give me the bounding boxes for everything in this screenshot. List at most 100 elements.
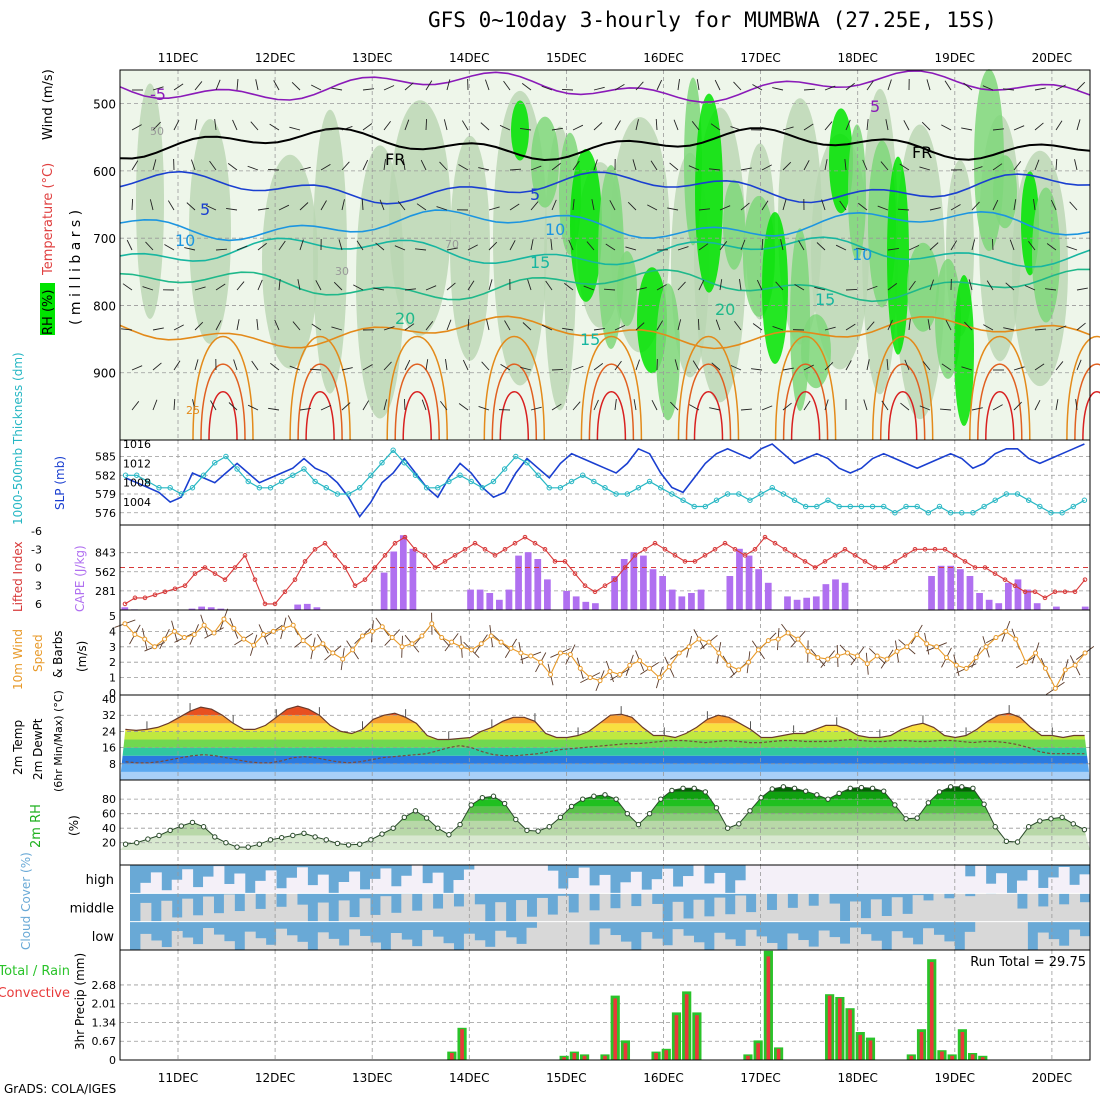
wind-barb bbox=[341, 199, 345, 211]
cape-bar bbox=[303, 603, 311, 610]
isotherm-line bbox=[119, 315, 1091, 350]
wind-barb bbox=[782, 161, 792, 171]
wind-barb bbox=[232, 119, 238, 131]
temp-tick-label: 40 bbox=[102, 693, 116, 706]
thickness-point bbox=[658, 485, 664, 491]
thickness-tick-label: 579 bbox=[95, 488, 116, 501]
convective-bar bbox=[684, 994, 689, 1060]
rh-point bbox=[825, 796, 831, 802]
cloud-block bbox=[150, 872, 162, 894]
wind-barb bbox=[971, 201, 980, 211]
cloud-block bbox=[578, 867, 590, 894]
cloud-block bbox=[411, 865, 423, 894]
wind-barb bbox=[257, 279, 263, 291]
warm-isotherm bbox=[1066, 336, 1100, 441]
warm-isotherm bbox=[685, 363, 732, 441]
wind-speed-point bbox=[548, 672, 554, 678]
li-point bbox=[472, 540, 478, 546]
thickness-point bbox=[368, 472, 374, 478]
contour-label: 15 bbox=[815, 290, 835, 309]
convective-bar bbox=[572, 1053, 577, 1060]
wind-barb bbox=[968, 279, 973, 291]
wind-speed-point bbox=[1052, 685, 1058, 691]
wind-barb bbox=[425, 285, 437, 291]
cloud-block bbox=[390, 912, 402, 922]
thickness-point bbox=[847, 503, 853, 510]
thickness-point bbox=[145, 478, 151, 485]
cloud-block bbox=[703, 883, 715, 894]
thickness-point bbox=[970, 510, 976, 516]
wind-barb bbox=[122, 283, 133, 291]
cape-bar bbox=[640, 555, 647, 610]
rh-moist bbox=[954, 275, 974, 427]
thickness-axis-label: 1000-500mb Thickness (dm) bbox=[11, 352, 25, 525]
wind-barb bbox=[274, 319, 280, 331]
cloud-block bbox=[693, 899, 705, 922]
wind-barb bbox=[164, 244, 175, 251]
rh-point bbox=[390, 825, 396, 831]
rh-tick-label: 60 bbox=[102, 808, 116, 821]
cloud-level-label: low bbox=[92, 930, 115, 945]
wind-barb bbox=[467, 244, 478, 251]
cloud-block bbox=[1079, 874, 1091, 894]
wind-barb bbox=[173, 398, 176, 411]
wind-barb bbox=[963, 82, 973, 91]
wind-barb bbox=[373, 287, 385, 291]
cloud-block bbox=[881, 865, 893, 894]
warm-isotherm bbox=[790, 391, 821, 441]
cloud-block bbox=[317, 932, 329, 950]
wind-barb bbox=[309, 368, 322, 371]
wind-barb bbox=[887, 79, 892, 91]
wind-barb bbox=[226, 208, 238, 211]
cloud-block bbox=[432, 872, 444, 894]
wind-barb bbox=[1034, 159, 1040, 171]
li-point bbox=[692, 559, 698, 564]
wind-speed-point bbox=[330, 650, 336, 656]
cape-bar bbox=[649, 569, 657, 610]
wind-barb bbox=[709, 168, 721, 171]
wind-barb bbox=[908, 244, 920, 251]
wind-speed-point bbox=[468, 647, 474, 653]
contour-label: FR bbox=[385, 150, 405, 169]
wind-barb bbox=[669, 162, 679, 171]
wind-barb bbox=[824, 121, 833, 131]
wind-barb bbox=[445, 359, 448, 371]
cloud-block bbox=[359, 898, 371, 922]
wind-barb bbox=[887, 319, 893, 331]
cloud-block bbox=[296, 904, 308, 922]
thickness-point bbox=[200, 472, 207, 478]
cloud-block bbox=[328, 938, 340, 950]
cloud-block bbox=[787, 865, 799, 894]
wind-barb bbox=[331, 87, 343, 91]
wind-barb bbox=[564, 282, 574, 291]
wind-barb bbox=[192, 399, 196, 411]
wind-barb bbox=[551, 162, 561, 171]
cape-bar bbox=[563, 590, 570, 610]
rh-band bbox=[120, 786, 1090, 792]
wind-speed-point bbox=[191, 631, 197, 637]
cloud-block bbox=[964, 876, 976, 894]
rh-point bbox=[881, 788, 887, 794]
thickness-point bbox=[568, 478, 575, 485]
wind-barb bbox=[751, 368, 763, 371]
wind-barb bbox=[425, 359, 429, 371]
wind-barb bbox=[992, 199, 999, 211]
wind-barb bbox=[1013, 125, 1025, 131]
cape-bar bbox=[505, 589, 513, 610]
thickness-point bbox=[1070, 503, 1076, 510]
cloud-block bbox=[996, 921, 1008, 950]
wind-speed-point bbox=[360, 633, 365, 639]
rh-point bbox=[1059, 814, 1065, 821]
cloud-block bbox=[296, 941, 308, 950]
wind-barb bbox=[527, 279, 532, 291]
contour-label: 10 bbox=[175, 231, 195, 250]
li-tick-label: 3 bbox=[35, 580, 42, 593]
rh-point bbox=[535, 828, 541, 834]
li-point bbox=[522, 534, 528, 540]
cape-bar bbox=[611, 576, 618, 610]
li-point bbox=[852, 553, 858, 558]
wind-barb bbox=[341, 402, 351, 411]
cloud-block bbox=[182, 937, 194, 950]
temp-band bbox=[120, 755, 1090, 764]
wind-barb bbox=[292, 321, 301, 331]
